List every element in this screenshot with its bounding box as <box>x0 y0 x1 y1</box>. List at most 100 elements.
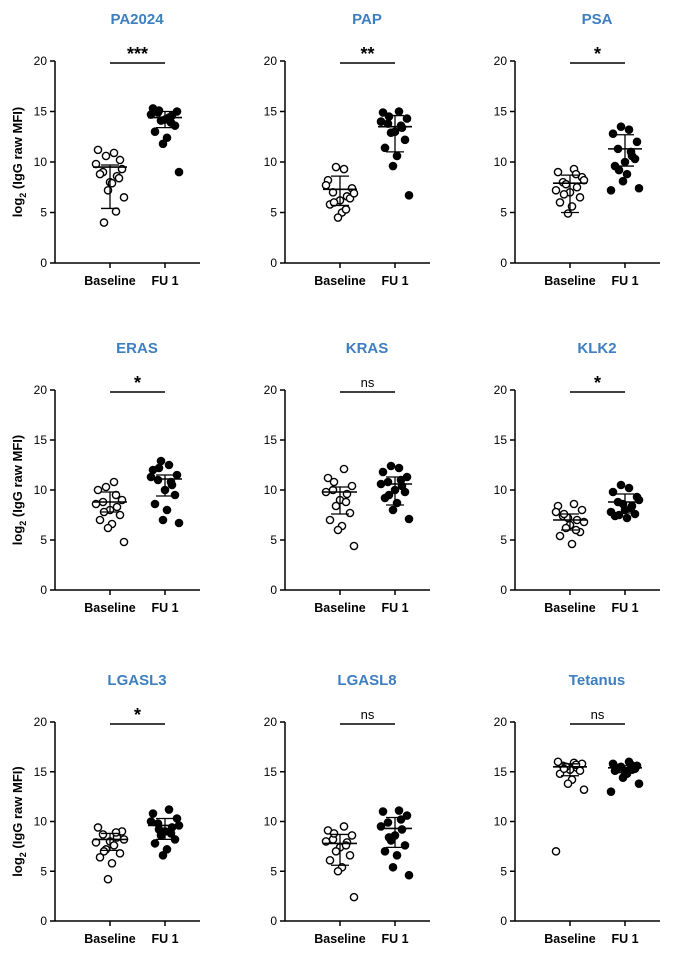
panel-title: ERAS <box>116 340 158 357</box>
fu1-point <box>378 467 388 477</box>
y-tick-label: 15 <box>264 105 278 119</box>
baseline-point <box>93 485 103 495</box>
fu1-point <box>154 825 164 834</box>
panel-pap: PAP 0 5 10 15 20 Baseline FU 1 ** <box>264 11 430 288</box>
baseline-point <box>331 847 341 856</box>
baseline-point <box>347 831 357 840</box>
baseline-point <box>553 757 563 767</box>
y-tick-label: 10 <box>494 155 508 169</box>
fu1-point <box>388 161 398 171</box>
y-axis-label: log2 (IgG raw MFI) <box>10 435 28 545</box>
y-tick-label: 0 <box>270 256 277 270</box>
fu1-point <box>380 143 390 153</box>
fu1-point <box>624 125 634 134</box>
fu1-point <box>150 127 160 136</box>
y-axis-label: log2 (IgG raw MFI) <box>10 107 28 217</box>
fu1-point <box>404 514 414 524</box>
y-tick-label: 0 <box>40 256 47 270</box>
fu1-point <box>170 490 180 500</box>
fu1-point <box>618 176 628 186</box>
baseline-point <box>339 164 349 174</box>
x-category-label: Baseline <box>314 932 365 946</box>
fu1-point <box>634 183 644 193</box>
fu1-point <box>402 811 412 820</box>
fu1-point <box>404 191 414 200</box>
fu1-point <box>158 139 168 149</box>
baseline-point <box>103 874 113 884</box>
baseline-point <box>572 182 582 192</box>
x-category-label: Baseline <box>544 601 595 615</box>
panel-tetanus: Tetanus 0 5 10 15 20 Baseline FU 1 ns <box>494 672 660 946</box>
x-category-label: FU 1 <box>381 601 408 615</box>
y-tick-label: 5 <box>500 206 507 220</box>
fu1-point <box>172 470 182 480</box>
fu1-point <box>394 107 404 116</box>
y-tick-label: 10 <box>264 815 278 829</box>
y-tick-label: 15 <box>264 433 278 447</box>
baseline-point <box>329 477 339 487</box>
x-category-label: FU 1 <box>611 932 638 946</box>
baseline-point <box>349 892 359 902</box>
y-tick-label: 20 <box>494 383 508 397</box>
significance-label: ns <box>361 375 375 390</box>
baseline-point <box>561 179 571 189</box>
fu1-point <box>154 463 164 473</box>
y-tick-label: 5 <box>270 206 277 220</box>
y-tick-label: 10 <box>494 483 508 497</box>
y-tick-label: 5 <box>40 206 47 220</box>
baseline-point <box>119 537 129 547</box>
significance-label: ns <box>591 707 605 722</box>
fu1-point <box>388 862 398 872</box>
significance-label: * <box>594 44 601 64</box>
y-tick-label: 20 <box>34 715 48 729</box>
fu1-point <box>622 513 632 523</box>
baseline-point <box>107 858 117 868</box>
fu1-point <box>392 851 402 860</box>
baseline-point <box>345 508 355 518</box>
x-category-label: Baseline <box>544 274 595 288</box>
baseline-point <box>339 822 349 831</box>
fu1-point <box>618 773 628 783</box>
baseline-point <box>333 213 343 222</box>
x-category-label: Baseline <box>314 601 365 615</box>
baseline-point <box>555 531 565 541</box>
fu1-point <box>162 133 172 143</box>
baseline-point <box>109 148 119 158</box>
y-tick-label: 15 <box>34 765 48 779</box>
y-tick-label: 0 <box>40 583 47 597</box>
y-tick-label: 0 <box>500 914 507 928</box>
fu1-point <box>404 870 414 880</box>
panel-title: PA2024 <box>110 11 164 28</box>
baseline-point <box>349 541 359 551</box>
fu1-point <box>172 107 182 116</box>
fu1-point <box>616 480 626 490</box>
fu1-point <box>626 503 636 513</box>
significance-label: ** <box>360 44 374 64</box>
fu1-point <box>150 499 160 509</box>
fu1-point <box>162 845 172 854</box>
y-tick-label: 10 <box>34 483 48 497</box>
fu1-point <box>174 167 184 177</box>
panel-title: KLK2 <box>577 340 616 357</box>
x-category-label: Baseline <box>84 274 135 288</box>
baseline-point <box>115 155 125 165</box>
y-tick-label: 5 <box>40 864 47 878</box>
fu1-point <box>384 490 394 500</box>
baseline-point <box>101 482 111 492</box>
baseline-point <box>93 145 103 155</box>
y-axis-label: log2 (IgG raw MFI) <box>10 766 28 876</box>
x-category-label: Baseline <box>84 601 135 615</box>
fu1-point <box>400 135 410 145</box>
baseline-point <box>111 828 121 837</box>
baseline-point <box>103 523 113 533</box>
fu1-point <box>174 518 184 528</box>
fu1-point <box>150 839 160 848</box>
baseline-point <box>109 841 119 850</box>
baseline-point <box>333 525 343 535</box>
fu1-point <box>396 121 406 130</box>
fu1-point <box>608 487 618 497</box>
fu1-point <box>158 851 168 860</box>
y-tick-label: 10 <box>264 483 278 497</box>
significance-label: * <box>134 705 141 725</box>
fu1-point <box>172 814 182 823</box>
